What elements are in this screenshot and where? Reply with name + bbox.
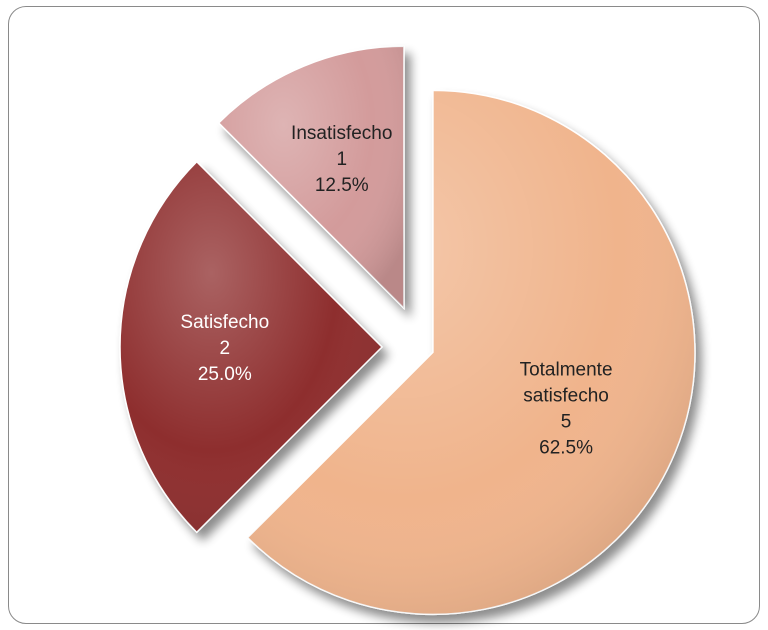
data-label-line: Insatisfecho	[291, 123, 392, 144]
data-label-line: 25.0%	[198, 364, 252, 385]
data-label-line: Satisfecho	[180, 312, 269, 333]
data-label-totalmente-satisfecho: Totalmente satisfecho 5 62.5%	[520, 360, 613, 459]
data-label-line: 5	[561, 412, 572, 433]
pie-slice-shading	[247, 90, 695, 615]
pie-slice-shading	[218, 46, 404, 309]
data-label-satisfecho: Satisfecho 2 25.0%	[180, 312, 269, 385]
data-label-line: 2	[220, 338, 231, 359]
pie-slice-shading	[120, 161, 382, 533]
data-label-insatisfecho: Insatisfecho 1 12.5%	[291, 123, 392, 196]
data-label-line: 1	[336, 149, 347, 170]
data-label-line: satisfecho	[523, 386, 609, 407]
data-label-line: Totalmente	[520, 360, 613, 381]
data-label-line: 62.5%	[539, 438, 593, 459]
data-label-line: 12.5%	[315, 175, 369, 196]
